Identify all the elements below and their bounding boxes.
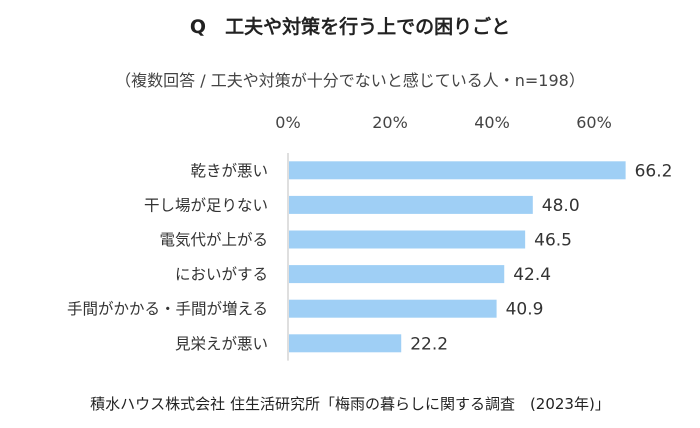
bar — [289, 161, 626, 180]
chart-subtitle: （複数回答 / 工夫や対策が十分でないと感じている人・n=198） — [115, 71, 585, 90]
chart-title: Q 工夫や対策を行う上での困りごと — [189, 16, 511, 38]
value-label: 42.4 — [513, 265, 551, 285]
value-label: 48.0 — [542, 196, 580, 216]
bar — [289, 299, 497, 318]
bar — [289, 195, 533, 214]
category-label: 干し場が足りない — [144, 196, 268, 214]
category-label: 乾きが悪い — [190, 162, 268, 180]
x-tick-label: 20% — [372, 113, 408, 132]
value-label: 40.9 — [506, 300, 544, 320]
x-tick-label: 0% — [275, 113, 300, 132]
bar — [289, 230, 526, 249]
x-tick-label: 60% — [576, 113, 612, 132]
category-label: 見栄えが悪い — [175, 335, 268, 353]
category-label: 電気代が上がる — [159, 231, 268, 249]
value-label: 22.2 — [410, 334, 448, 354]
x-tick-label: 40% — [474, 113, 510, 132]
bar — [289, 334, 402, 353]
source-note: 積水ハウス株式会社 住生活研究所「梅雨の暮らしに関する調査 (2023年)」 — [90, 395, 610, 413]
value-label: 66.2 — [635, 161, 673, 181]
category-label: においがする — [175, 266, 268, 284]
bar — [289, 265, 505, 284]
value-label: 46.5 — [534, 231, 572, 251]
category-label: 手間がかかる・手間が増える — [67, 300, 268, 318]
